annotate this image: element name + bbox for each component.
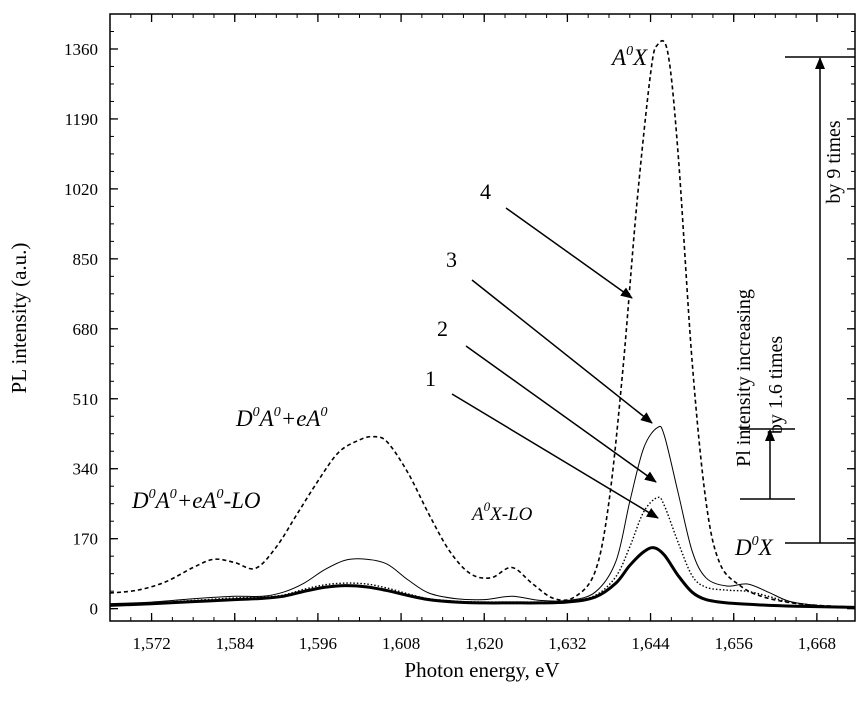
annotation-d0x: D0X [734,534,774,560]
annotation-axlo: A0X-LO [470,499,533,525]
annotation-dap-lo: D0A0+eA0-LO [131,487,261,513]
x-tick-label: 1,584 [216,634,255,653]
curve-arrow-2 [465,345,657,483]
x-tick-label: 1,668 [798,634,836,653]
curve-label-4: 4 [480,179,491,204]
curve-arrow-4 [505,207,633,299]
series-line-2 [109,496,856,608]
plot-frame [109,13,856,622]
x-axis-title: Photon energy, eV [404,658,559,682]
axis-tick-labels: 1,572 1,584 1,596 1,608 1,620 1,632 1,644 1,656… [64,40,836,653]
series-layer [109,39,856,609]
x-tick-label: 1,644 [631,634,670,653]
y-tick-label: 680 [73,320,99,339]
annotation-dap: D0A0+eA0 [235,405,327,431]
x-tick-label: 1,620 [465,634,503,653]
curve-arrow-1 [451,393,659,519]
x-tick-label: 1,596 [299,634,337,653]
series-line-3 [109,425,856,608]
x-tick-label: 1,632 [548,634,586,653]
rotated-text-pl-increasing: Pl intensity increasing [733,289,755,467]
curve-arrow-3 [471,279,653,424]
y-tick-label: 0 [90,600,99,619]
annotation-a0x: A0X [610,44,648,70]
y-tick-label: 510 [73,390,99,409]
curve-label-1: 1 [425,366,436,391]
y-tick-label: 1020 [64,180,98,199]
y-tick-label: 170 [73,530,99,549]
series-line-1 [109,546,856,609]
y-tick-label: 1190 [65,110,98,129]
curve-label-3: 3 [446,247,457,272]
x-tick-label: 1,572 [132,634,170,653]
rotated-text-by-1-6: by 1.6 times [765,336,787,435]
y-tick-label: 340 [73,460,99,479]
x-tick-label: 1,656 [715,634,753,653]
series-line-4 [109,39,856,608]
rotated-text-by-9: by 9 times [823,120,845,204]
y-tick-label: 1360 [64,40,98,59]
axis-ticks [109,13,855,621]
curve-label-2: 2 [437,316,448,341]
x-tick-label: 1,608 [382,634,420,653]
y-tick-label: 850 [73,250,99,269]
y-axis-title: PL intensity (a.u.) [7,243,31,394]
